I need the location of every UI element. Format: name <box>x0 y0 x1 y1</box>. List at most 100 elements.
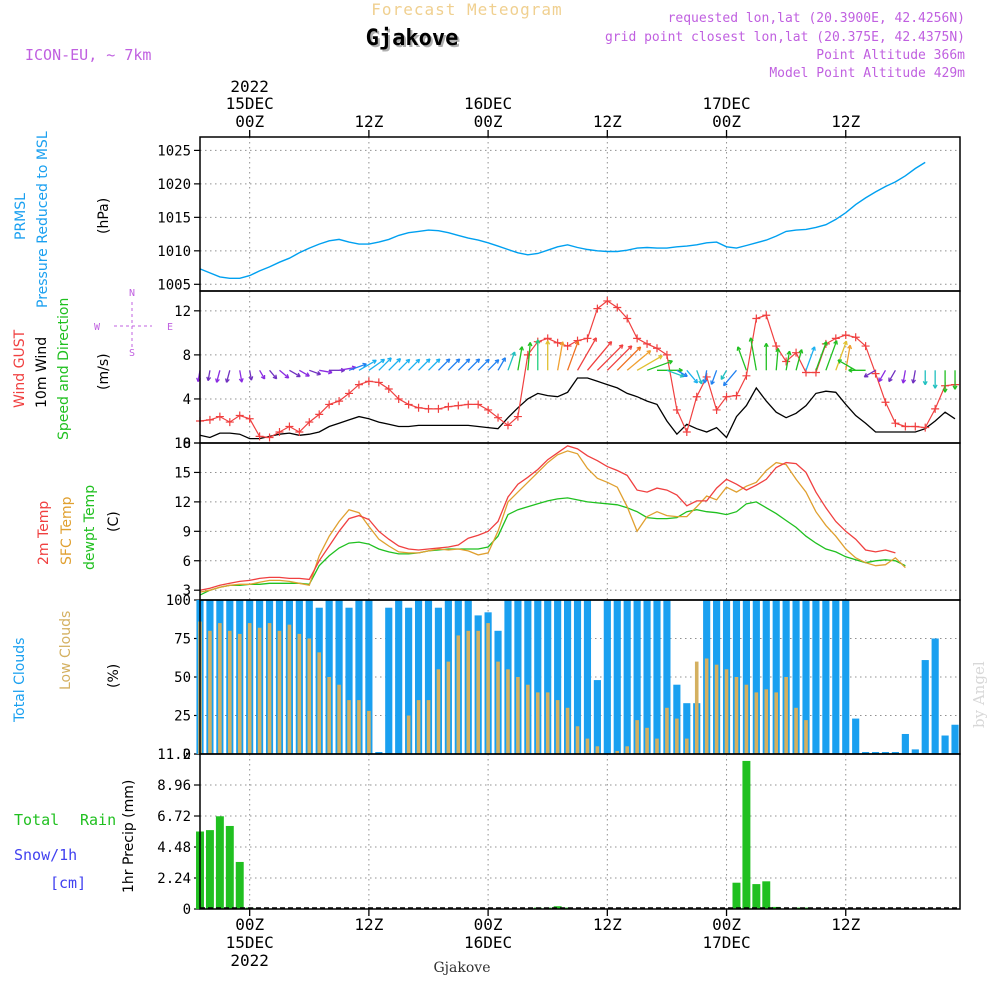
wind-arrow <box>457 358 471 371</box>
wind-arrow-head <box>405 358 411 364</box>
top-tick-label: 15DEC <box>226 94 274 113</box>
wind-arrow-head <box>888 377 893 383</box>
wind-arrow-head <box>592 337 597 342</box>
y-tick-label: 6.72 <box>157 809 191 825</box>
total-cloud-bar <box>653 600 661 754</box>
wind-arrow <box>566 340 579 371</box>
low-cloud-bar <box>774 692 778 754</box>
top-tick-label: 12Z <box>831 112 860 131</box>
gust-marker <box>523 350 532 359</box>
precip-bar <box>752 884 761 909</box>
total-cloud-bar <box>395 600 403 754</box>
low-cloud-bar <box>426 700 431 754</box>
wind-arrow-head <box>362 362 367 368</box>
gust-marker <box>503 421 512 430</box>
total-cloud-bar <box>603 600 611 754</box>
low-cloud-bar <box>526 684 530 754</box>
y-tick-label: 4.48 <box>157 840 191 856</box>
low-cloud-bar <box>357 700 361 754</box>
point-altitude: Point Altitude 366m <box>816 48 965 63</box>
clouds-label-low: Low Clouds <box>58 611 74 690</box>
wind-arrow <box>710 370 718 385</box>
wind-arrow <box>646 360 673 371</box>
low-cloud-bar <box>764 689 769 754</box>
wind-arrow <box>720 369 728 380</box>
gust-marker <box>275 427 284 436</box>
wind-arrow <box>289 369 301 378</box>
model-altitude: Model Point Altitude 429m <box>769 66 965 81</box>
precip-bar <box>553 906 562 909</box>
gust-marker <box>742 371 751 380</box>
low-cloud-bar <box>645 727 649 754</box>
precip-bar <box>235 861 244 909</box>
panel-precip: 0 2.24 4.48 6.72 8.96 11.2 <box>157 747 960 918</box>
wind-arrow-head <box>519 346 524 351</box>
gust-marker <box>225 418 234 427</box>
panel-frame <box>199 753 961 910</box>
watermark: by Angel <box>970 661 988 728</box>
low-cloud-bar <box>754 692 759 754</box>
total-cloud-bar <box>524 600 532 754</box>
wind-arrow <box>249 370 253 381</box>
total-cloud-bar <box>554 600 562 754</box>
wind-arrow-head <box>878 377 883 383</box>
total-cloud-bar <box>534 600 542 754</box>
wind-arrow-head <box>527 342 533 347</box>
temp-label-dew: dewpt Temp <box>82 485 98 570</box>
gust-marker <box>235 411 244 420</box>
low-cloud-bar <box>565 707 570 754</box>
low-cloud-bar <box>476 630 480 754</box>
y-tick-label: 2.24 <box>157 871 191 887</box>
low-cloud-bar <box>456 635 461 754</box>
gust-marker <box>265 433 274 442</box>
wind-arrow <box>626 350 651 371</box>
wind-arrow <box>805 346 816 371</box>
cloud-bars <box>196 600 959 754</box>
wind-arrow-head <box>316 370 322 376</box>
wind-arrow <box>527 342 531 371</box>
wind-arrow-head <box>465 358 471 364</box>
wind-arrow-head <box>475 358 481 364</box>
low-cloud-bar <box>665 707 669 754</box>
low-cloud-bar <box>704 658 709 754</box>
y-tick-label: 1020 <box>157 177 191 193</box>
total-cloud-bar <box>573 600 582 754</box>
model-label: ICON-EU, ~ 7km <box>25 46 151 64</box>
chart-title: Forecast Meteogram <box>371 0 562 19</box>
wind-arrow-head <box>380 358 386 364</box>
wind-arrow <box>487 359 500 371</box>
total-cloud-bar <box>365 600 373 754</box>
low-cloud-bar <box>516 677 520 754</box>
y-tick-label: 1015 <box>157 210 191 226</box>
wind-arrow-head <box>833 340 838 345</box>
wind-label-speed: 10m Wind <box>34 337 50 408</box>
gust-marker <box>722 392 731 401</box>
wind-arrow-head <box>811 346 816 351</box>
total-cloud-bar <box>832 600 840 754</box>
y-tick-label: 12 <box>174 495 191 511</box>
low-cloud-bar <box>784 677 788 754</box>
low-cloud-bar <box>575 726 580 754</box>
gust-marker <box>732 391 741 400</box>
wind-arrow-head <box>238 378 244 383</box>
low-cloud-bar <box>555 700 560 754</box>
total-cloud-bar <box>633 600 641 754</box>
wind-arrow-head <box>847 344 853 350</box>
wind-arrow-head <box>942 388 948 393</box>
gust-marker <box>205 415 214 424</box>
gust-marker <box>662 350 671 359</box>
gust-marker <box>424 404 433 413</box>
gust-marker <box>881 398 890 407</box>
wind-arrow-head <box>224 378 230 383</box>
bottom-tick-label: 16DEC <box>464 933 512 952</box>
wind-arrow <box>239 370 243 383</box>
wind-arrow-head <box>636 346 642 351</box>
gust-marker <box>444 402 453 411</box>
low-cloud-bar <box>506 669 510 754</box>
wind-arrow <box>398 358 411 371</box>
wind-arrow <box>878 369 887 382</box>
wind-arrow <box>616 346 642 371</box>
gust-marker <box>633 334 642 343</box>
gust-marker <box>692 392 701 401</box>
total-cloud-bar <box>752 600 760 754</box>
